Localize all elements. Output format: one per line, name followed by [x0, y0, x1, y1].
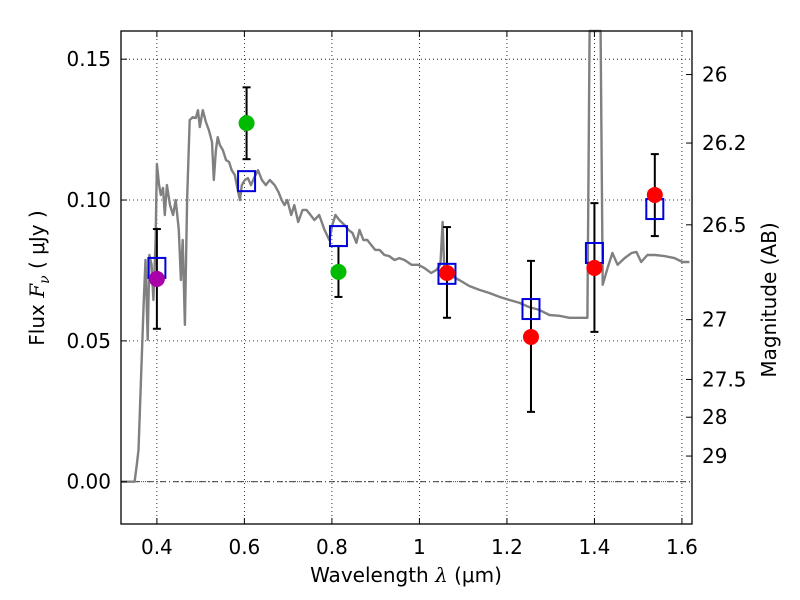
- y2-tick-label: 27: [702, 308, 727, 332]
- plot-frame: [120, 30, 693, 525]
- y-tick-label: 0.10: [66, 188, 111, 212]
- ticks: 0.4 0.6 0.8 1 1.2 1.4 1.6 0.00 0.05 0.10 0.15 26 26.…: [66, 31, 747, 559]
- x-tick-label: 0.8: [316, 535, 348, 559]
- y2-axis-label: Magnitude (AB): [757, 222, 781, 377]
- y2-tick-label: 26.2: [702, 131, 747, 155]
- x-tick-label: 0.6: [228, 535, 260, 559]
- x-tick-label: 1.4: [579, 535, 611, 559]
- observed-flux-point: [646, 186, 663, 203]
- model-flux-box: [237, 170, 257, 193]
- y-axis-label: Flux Fν ( μJy ): [25, 210, 53, 345]
- observed-flux-point: [522, 328, 539, 345]
- spectrum: [121, 29, 690, 483]
- x-tick-label: 1.6: [666, 535, 698, 559]
- x-tick-label: 1: [413, 535, 426, 559]
- model-boxes: [147, 170, 665, 321]
- error-bars: [152, 86, 659, 413]
- y2-tick-label: 27.5: [702, 367, 747, 391]
- observed-flux-point: [586, 259, 603, 276]
- x-tick-label: 0.4: [141, 535, 173, 559]
- observed-flux-point: [438, 264, 455, 281]
- model-flux-box: [328, 225, 348, 248]
- y2-tick-label: 29: [702, 444, 727, 468]
- observed-flux-point: [330, 263, 347, 280]
- y-tick-label: 0.00: [66, 470, 111, 494]
- y-tick-label: 0.15: [66, 47, 111, 71]
- spectrum-line: [121, 29, 690, 483]
- x-axis-label: Wavelength λ (μm): [310, 563, 502, 587]
- y2-tick-label: 26: [702, 63, 727, 87]
- x-tick-label: 1.2: [491, 535, 523, 559]
- model-flux-box: [437, 262, 457, 285]
- observed-flux-point: [238, 115, 255, 132]
- observed-points: [148, 115, 663, 345]
- y2-tick-label: 28: [702, 405, 727, 429]
- y2-tick-label: 26.5: [702, 213, 747, 237]
- observed-flux-point: [148, 270, 165, 287]
- grid: [121, 31, 692, 524]
- y-tick-label: 0.05: [66, 329, 111, 353]
- model-flux-box: [521, 298, 541, 321]
